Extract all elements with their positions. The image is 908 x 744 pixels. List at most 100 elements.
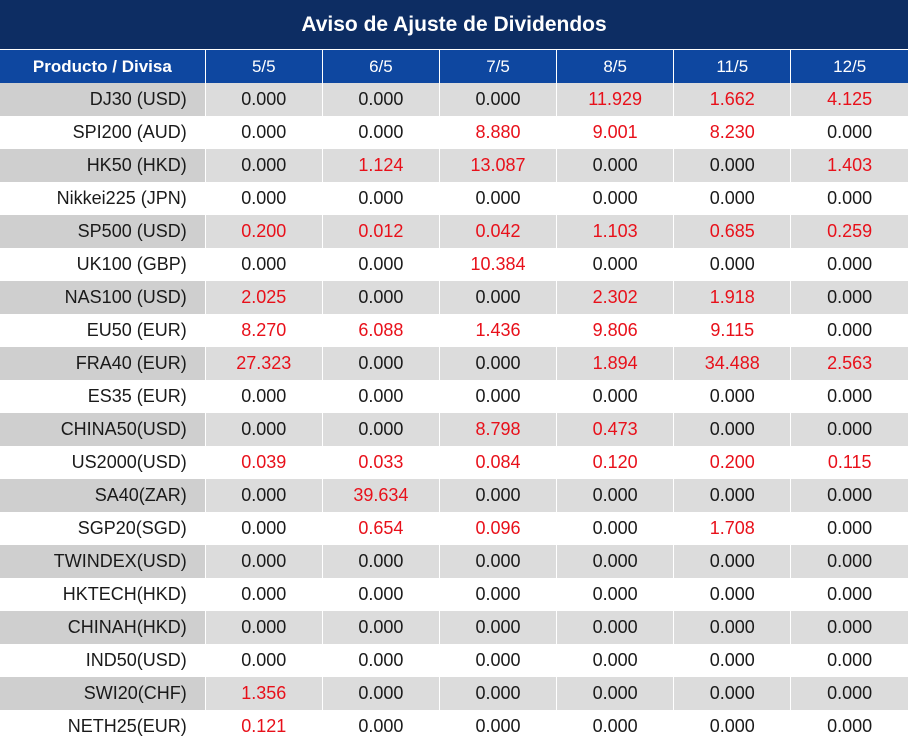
value-cell: 0.000 xyxy=(204,380,323,413)
value-cell: 0.000 xyxy=(321,677,440,710)
value-cell: 0.000 xyxy=(790,380,908,413)
value-cell: 0.000 xyxy=(673,644,791,677)
value-cell: 0.000 xyxy=(204,413,323,446)
value-cell: 0.000 xyxy=(438,677,557,710)
value-cell: 0.000 xyxy=(438,479,557,512)
column-header-date: 8/5 xyxy=(556,50,674,83)
value-cell: 0.000 xyxy=(438,710,557,743)
product-cell: ES35 (EUR) xyxy=(0,380,206,413)
value-cell: 0.000 xyxy=(673,611,791,644)
value-cell: 0.000 xyxy=(556,182,674,215)
value-cell: 6.088 xyxy=(321,314,440,347)
value-cell: 0.000 xyxy=(556,611,674,644)
value-cell: 0.200 xyxy=(204,215,323,248)
value-cell: 0.685 xyxy=(673,215,791,248)
value-cell: 1.708 xyxy=(673,512,791,545)
table-row: ES35 (EUR) 0.000 0.000 0.000 0.000 0.000 0.000 xyxy=(0,380,908,413)
value-cell: 0.473 xyxy=(556,413,674,446)
value-cell: 0.000 xyxy=(790,116,908,149)
table-row: US2000(USD) 0.039 0.033 0.084 0.120 0.200 0.11… xyxy=(0,446,908,479)
value-cell: 0.000 xyxy=(204,479,323,512)
value-cell: 0.120 xyxy=(556,446,674,479)
value-cell: 0.000 xyxy=(438,182,557,215)
table-row: EU50 (EUR) 8.270 6.088 1.436 9.806 9.115 0.000 xyxy=(0,314,908,347)
value-cell: 0.200 xyxy=(673,446,791,479)
table-row: FRA40 (EUR) 27.323 0.000 0.000 1.894 34.488 2.… xyxy=(0,347,908,380)
value-cell: 0.000 xyxy=(790,479,908,512)
table-row: SA40(ZAR) 0.000 39.634 0.000 0.000 0.000 0.000 xyxy=(0,479,908,512)
table-row: HK50 (HKD) 0.000 1.124 13.087 0.000 0.000 1.40… xyxy=(0,149,908,182)
column-header-date: 5/5 xyxy=(204,50,323,83)
value-cell: 0.000 xyxy=(673,380,791,413)
value-cell: 0.000 xyxy=(321,644,440,677)
table-body: DJ30 (USD) 0.000 0.000 0.000 11.929 1.662 4.12… xyxy=(0,83,908,743)
value-cell: 0.000 xyxy=(673,677,791,710)
value-cell: 2.025 xyxy=(204,281,323,314)
value-cell: 0.000 xyxy=(204,83,323,116)
column-header-date: 6/5 xyxy=(321,50,440,83)
value-cell: 0.000 xyxy=(438,380,557,413)
value-cell: 0.000 xyxy=(790,611,908,644)
value-cell: 39.634 xyxy=(321,479,440,512)
product-cell: TWINDEX(USD) xyxy=(0,545,206,578)
value-cell: 0.084 xyxy=(438,446,557,479)
product-cell: NETH25(EUR) xyxy=(0,710,206,743)
value-cell: 0.000 xyxy=(556,512,674,545)
table-title: Aviso de Ajuste de Dividendos xyxy=(0,0,908,50)
table-row: CHINA50(USD) 0.000 0.000 8.798 0.473 0.000 0.0… xyxy=(0,413,908,446)
value-cell: 0.042 xyxy=(438,215,557,248)
product-cell: UK100 (GBP) xyxy=(0,248,206,281)
value-cell: 0.000 xyxy=(556,644,674,677)
value-cell: 0.000 xyxy=(204,578,323,611)
column-header-date: 12/5 xyxy=(790,50,908,83)
value-cell: 0.000 xyxy=(438,545,557,578)
value-cell: 1.103 xyxy=(556,215,674,248)
value-cell: 0.000 xyxy=(790,413,908,446)
product-cell: SP500 (USD) xyxy=(0,215,206,248)
value-cell: 13.087 xyxy=(438,149,557,182)
product-cell: IND50(USD) xyxy=(0,644,206,677)
value-cell: 0.000 xyxy=(204,182,323,215)
value-cell: 1.894 xyxy=(556,347,674,380)
product-cell: HK50 (HKD) xyxy=(0,149,206,182)
product-cell: HKTECH(HKD) xyxy=(0,578,206,611)
value-cell: 0.000 xyxy=(321,578,440,611)
value-cell: 1.436 xyxy=(438,314,557,347)
value-cell: 0.000 xyxy=(556,479,674,512)
value-cell: 0.033 xyxy=(321,446,440,479)
value-cell: 34.488 xyxy=(673,347,791,380)
value-cell: 0.000 xyxy=(556,248,674,281)
table-row: UK100 (GBP) 0.000 0.000 10.384 0.000 0.000 0.0… xyxy=(0,248,908,281)
value-cell: 9.115 xyxy=(673,314,791,347)
value-cell: 8.230 xyxy=(673,116,791,149)
value-cell: 0.000 xyxy=(673,578,791,611)
product-cell: NAS100 (USD) xyxy=(0,281,206,314)
value-cell: 0.000 xyxy=(556,380,674,413)
value-cell: 0.000 xyxy=(438,347,557,380)
value-cell: 0.000 xyxy=(673,545,791,578)
product-cell: DJ30 (USD) xyxy=(0,83,206,116)
product-cell: EU50 (EUR) xyxy=(0,314,206,347)
value-cell: 0.000 xyxy=(790,578,908,611)
product-cell: SGP20(SGD) xyxy=(0,512,206,545)
table-row: TWINDEX(USD) 0.000 0.000 0.000 0.000 0.000 0.0… xyxy=(0,545,908,578)
value-cell: 0.000 xyxy=(204,611,323,644)
value-cell: 0.000 xyxy=(556,545,674,578)
table-row: SP500 (USD) 0.200 0.012 0.042 1.103 0.685 0.25… xyxy=(0,215,908,248)
value-cell: 0.000 xyxy=(321,611,440,644)
value-cell: 0.000 xyxy=(673,413,791,446)
value-cell: 2.302 xyxy=(556,281,674,314)
value-cell: 0.000 xyxy=(321,281,440,314)
value-cell: 0.000 xyxy=(790,677,908,710)
value-cell: 0.000 xyxy=(556,677,674,710)
product-cell: Nikkei225 (JPN) xyxy=(0,182,206,215)
value-cell: 0.000 xyxy=(321,182,440,215)
value-cell: 0.000 xyxy=(438,611,557,644)
table-row: SGP20(SGD) 0.000 0.654 0.096 0.000 1.708 0.000 xyxy=(0,512,908,545)
value-cell: 0.000 xyxy=(438,281,557,314)
value-cell: 0.000 xyxy=(321,413,440,446)
table-row: NAS100 (USD) 2.025 0.000 0.000 2.302 1.918 0.0… xyxy=(0,281,908,314)
value-cell: 1.356 xyxy=(204,677,323,710)
value-cell: 0.000 xyxy=(673,479,791,512)
dividend-table: Producto / Divisa 5/5 6/5 7/5 8/5 11/5 1… xyxy=(0,50,908,743)
